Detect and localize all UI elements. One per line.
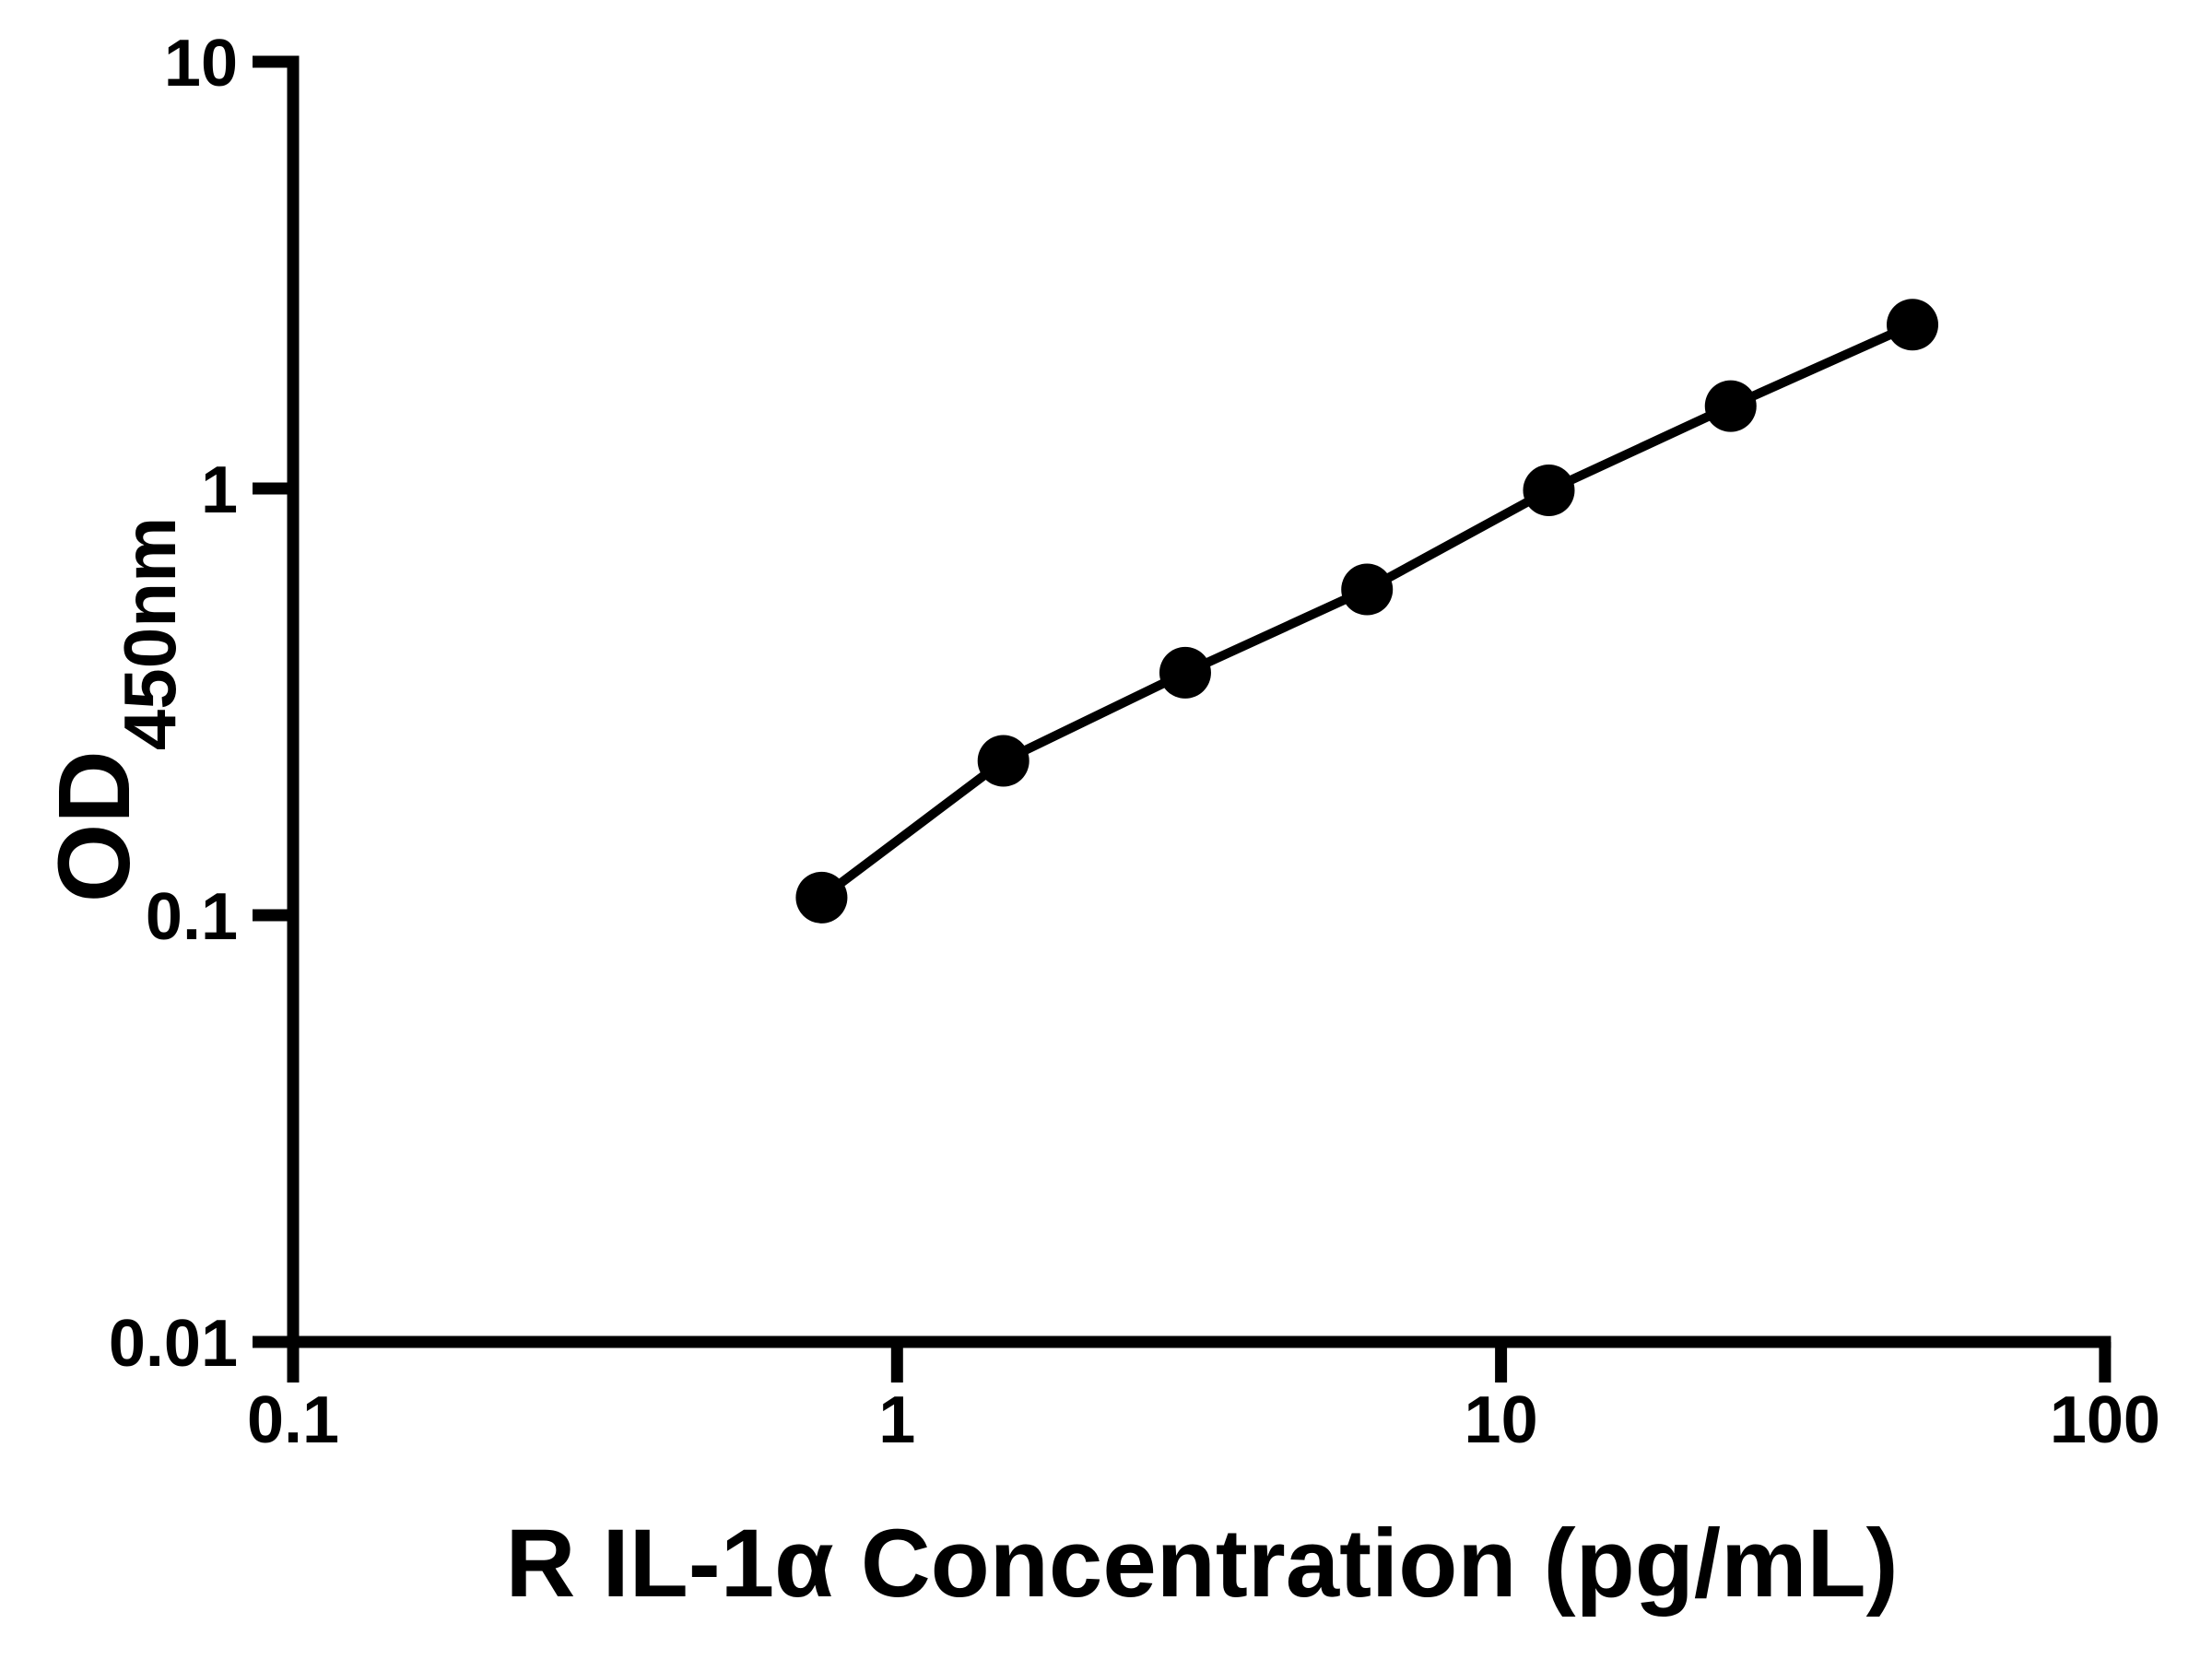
data-point-6	[1704, 380, 1757, 432]
y-axis-title-subscript: 450nm	[109, 517, 191, 750]
data-point-3	[1159, 646, 1211, 699]
data-point-1	[795, 871, 848, 924]
x-tick-label-10: 10	[1465, 1383, 1538, 1457]
x-tick-label-0.1: 0.1	[247, 1383, 339, 1457]
y-tick-label-0.1: 0.1	[146, 880, 238, 954]
x-tick-label-1: 1	[878, 1383, 915, 1457]
data-point-2	[977, 735, 1030, 787]
data-point-7	[1887, 299, 1939, 351]
series-layer	[795, 299, 1939, 924]
y-tick-label-0.01: 0.01	[109, 1307, 238, 1381]
y-axis-title-main: OD	[38, 750, 151, 902]
x-axis-title: R IL-1α Concentration (pg/mL)	[505, 1510, 1898, 1618]
data-point-4	[1341, 563, 1394, 616]
x-tick-label-100: 100	[2050, 1383, 2160, 1457]
y-tick-label-10: 10	[164, 27, 238, 100]
y-tick-label-1: 1	[201, 453, 238, 527]
data-point-5	[1523, 465, 1575, 517]
y-axis-title: OD450nm	[38, 517, 191, 902]
